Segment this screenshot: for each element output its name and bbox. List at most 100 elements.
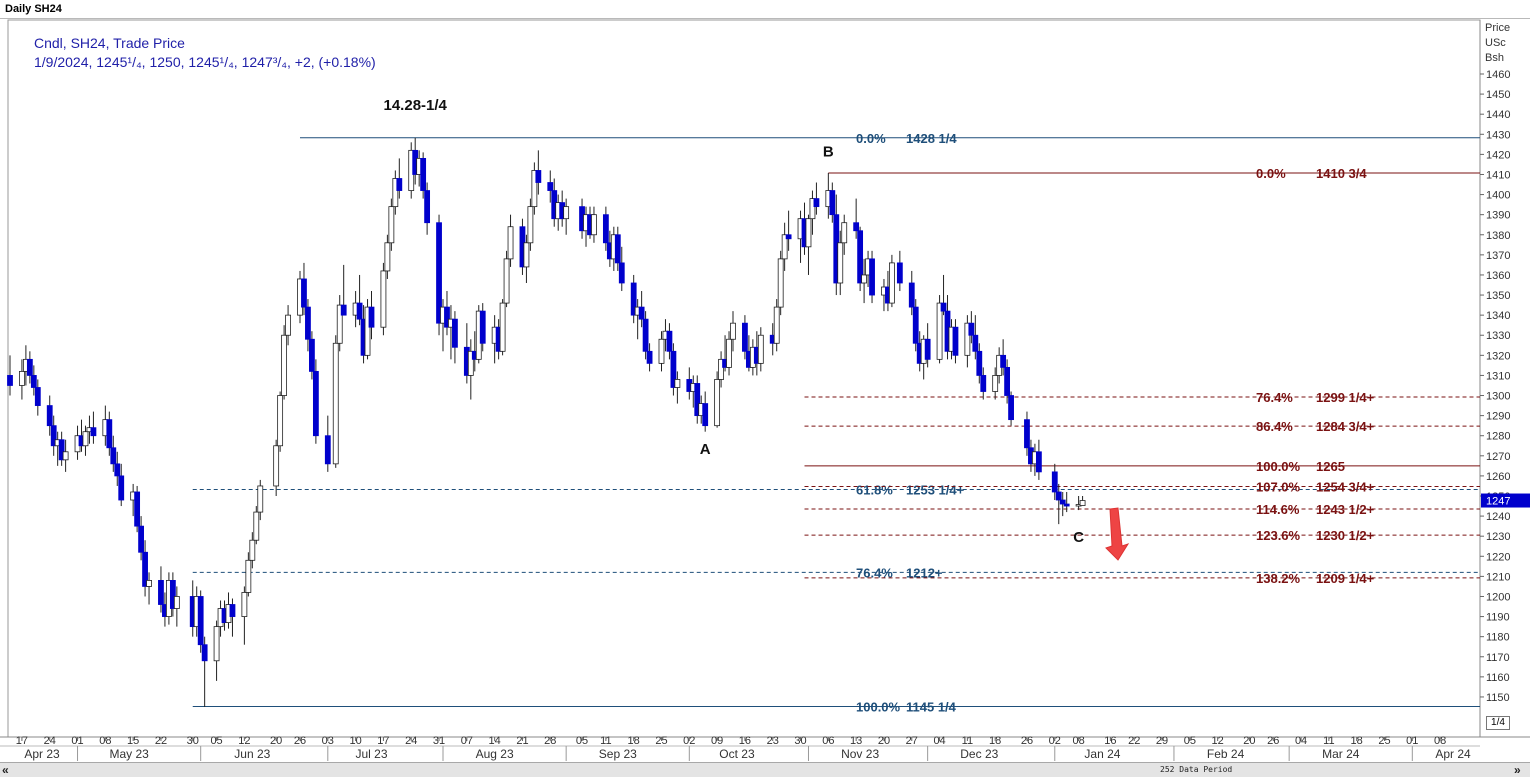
candle-body (805, 218, 812, 248)
y-tick-label: 1390 (1486, 210, 1510, 222)
x-month-label: Mar 24 (1322, 747, 1360, 761)
x-tick-label: 01 (71, 735, 83, 747)
candle-body (781, 234, 788, 260)
bottom-scrollbar[interactable]: « 252 Data Period » (0, 762, 1530, 777)
candle-body (1008, 395, 1014, 421)
price-axis-title: Price (1485, 22, 1510, 34)
fib-level-value: 1265 (1316, 459, 1345, 474)
candle-body (30, 375, 37, 388)
x-month-label: Jul 23 (355, 747, 387, 761)
window-titlebar: Daily SH24 (0, 0, 1530, 19)
candle-body (7, 375, 13, 386)
x-tick-label: 16 (1104, 735, 1116, 747)
y-tick-label: 1340 (1486, 310, 1510, 322)
candle-body (718, 358, 724, 380)
candle-body (305, 306, 311, 340)
candle-body (646, 350, 653, 364)
y-tick-label: 1170 (1486, 652, 1510, 664)
x-tick-label: 17 (16, 735, 28, 747)
x-tick-label: 20 (270, 735, 282, 747)
fib-level-value: 1209 1/4+ (1316, 571, 1375, 586)
candle-body (642, 318, 649, 352)
current-price-label: 1247 (1486, 496, 1510, 508)
fib-level-value: 1284 3/4+ (1316, 419, 1375, 434)
x-tick-label: 25 (1378, 735, 1390, 747)
price-axis-title: USc (1485, 37, 1506, 49)
x-tick-label: 22 (155, 735, 167, 747)
candle-body (1059, 499, 1066, 505)
scroll-right-button[interactable]: » (1514, 763, 1521, 777)
y-tick-label: 1200 (1486, 591, 1510, 603)
x-tick-label: 12 (238, 735, 250, 747)
x-tick-label: 08 (1434, 735, 1446, 747)
y-tick-label: 1190 (1486, 612, 1510, 624)
fib-level-percent: 138.2% (1256, 571, 1301, 586)
x-month-label: Feb 24 (1207, 747, 1245, 761)
candle-body (499, 302, 506, 352)
candle-body (197, 596, 204, 646)
candle-body (531, 170, 538, 208)
candle-body (924, 338, 931, 360)
candle-body (467, 350, 474, 376)
candle-body (50, 425, 57, 447)
candle-body (380, 270, 387, 328)
candle-body (889, 262, 895, 304)
candle-body (420, 157, 427, 191)
y-tick-label: 1210 (1486, 571, 1510, 583)
candle-body (312, 371, 319, 437)
x-month-label: Apr 23 (24, 747, 60, 761)
candle-body (638, 306, 645, 320)
candle-body (368, 306, 375, 328)
candle-body (173, 596, 180, 609)
tick-size-box[interactable]: 1/4 (1486, 716, 1510, 730)
y-tick-label: 1280 (1486, 431, 1510, 443)
fib-level-percent: 61.8% (856, 482, 893, 497)
candle-body (992, 375, 999, 392)
candle-body (34, 387, 41, 406)
candle-body (666, 330, 673, 352)
candle-body (201, 644, 208, 662)
candle-body (940, 302, 947, 312)
candle-body (392, 178, 399, 208)
candle-body (809, 198, 816, 220)
candle-body (869, 258, 875, 296)
x-tick-label: 03 (322, 735, 334, 747)
x-tick-label: 31 (433, 735, 445, 747)
y-tick-label: 1360 (1486, 270, 1510, 282)
y-tick-label: 1440 (1486, 109, 1510, 121)
candle-body (444, 306, 450, 328)
candle-body (972, 334, 979, 352)
x-tick-label: 16 (739, 735, 751, 747)
candle-body (253, 511, 260, 541)
candle-body (702, 403, 709, 427)
y-tick-label: 1160 (1486, 672, 1510, 684)
x-tick-label: 20 (878, 735, 890, 747)
candle-body (118, 475, 125, 501)
data-period-label: 252 Data Period (1160, 765, 1233, 774)
x-tick-label: 10 (349, 735, 361, 747)
candle-body (714, 379, 721, 427)
plot-area (7, 19, 1481, 738)
candle-body (396, 178, 403, 191)
candle-body (523, 242, 530, 268)
y-tick-label: 1270 (1486, 451, 1510, 463)
y-tick-label: 1450 (1486, 89, 1510, 101)
candle-body (837, 242, 844, 284)
candle-body (249, 539, 256, 561)
candle-body (424, 190, 431, 224)
scroll-left-button[interactable]: « (2, 763, 9, 777)
chart-legend: Cndl, SH24, Trade Price 1/9/2024, 1245¹/… (34, 34, 376, 72)
swing-label: C (1073, 529, 1084, 546)
y-tick-label: 1410 (1486, 169, 1510, 181)
fib-level-percent: 114.6% (1256, 502, 1300, 517)
candle-body (158, 580, 164, 605)
candle-body (273, 445, 280, 487)
fib-level-percent: 100.0% (856, 699, 901, 714)
candle-body (976, 350, 983, 376)
down-arrow-icon (1105, 507, 1130, 561)
candle-body (285, 314, 291, 336)
candle-body (861, 274, 867, 284)
candle-body (277, 395, 284, 447)
candle-body (281, 334, 288, 396)
